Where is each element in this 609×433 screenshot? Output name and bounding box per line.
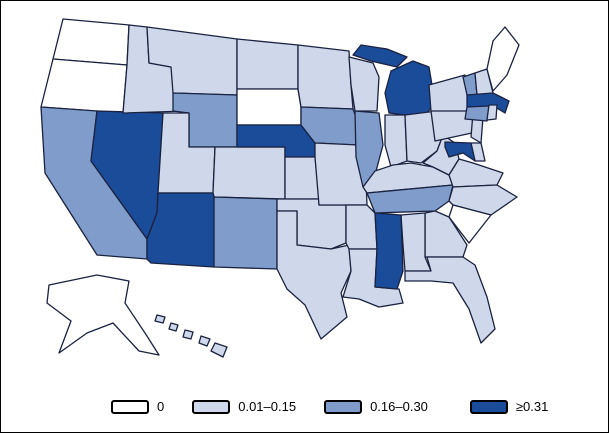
state-hi bbox=[182, 329, 194, 340]
legend-item-mid: 0.16–0.30 bbox=[324, 399, 428, 414]
state-ar bbox=[345, 204, 378, 250]
state-md bbox=[444, 141, 476, 162]
state-hi bbox=[168, 322, 179, 332]
legend-swatch-high bbox=[469, 399, 508, 414]
legend-item-zero: 0 bbox=[111, 399, 164, 414]
state-or bbox=[40, 58, 128, 114]
state-tx bbox=[276, 210, 352, 340]
state-hi bbox=[154, 314, 166, 324]
state-ak bbox=[46, 274, 160, 356]
state-hi bbox=[210, 342, 228, 358]
legend-label-high: ≥0.31 bbox=[515, 399, 549, 414]
state-sd bbox=[236, 88, 302, 126]
legend-item-high: ≥0.31 bbox=[469, 399, 549, 414]
state-co bbox=[212, 146, 286, 200]
legend-label-low: 0.01–0.15 bbox=[238, 399, 297, 414]
state-nm bbox=[213, 196, 278, 270]
legend-label-mid: 0.16–0.30 bbox=[370, 399, 428, 414]
state-ct bbox=[464, 105, 490, 122]
state-fl bbox=[404, 256, 496, 344]
legend-item-low: 0.01–0.15 bbox=[192, 399, 296, 414]
state-ms bbox=[374, 212, 404, 290]
legend: 0 0.01–0.15 0.16–0.30 ≥0.31 bbox=[111, 399, 548, 414]
legend-swatch-mid bbox=[324, 399, 363, 414]
state-me bbox=[486, 26, 520, 92]
state-tn bbox=[366, 184, 454, 214]
state-ri bbox=[486, 104, 498, 121]
legend-swatch-low bbox=[192, 399, 231, 414]
state-sc bbox=[448, 204, 492, 244]
state-hi bbox=[198, 335, 211, 347]
state-mn bbox=[297, 44, 354, 110]
state-wi bbox=[348, 56, 380, 112]
state-mi bbox=[384, 60, 436, 116]
state-in bbox=[384, 114, 408, 168]
legend-label-zero: 0 bbox=[157, 399, 165, 414]
state-mi bbox=[352, 44, 408, 68]
state-va bbox=[448, 158, 504, 188]
state-az bbox=[146, 192, 215, 268]
states-layer bbox=[40, 18, 520, 358]
state-nd bbox=[236, 38, 299, 90]
legend-swatch-zero bbox=[111, 399, 149, 414]
state-wa bbox=[52, 18, 130, 66]
state-ks bbox=[284, 156, 320, 200]
